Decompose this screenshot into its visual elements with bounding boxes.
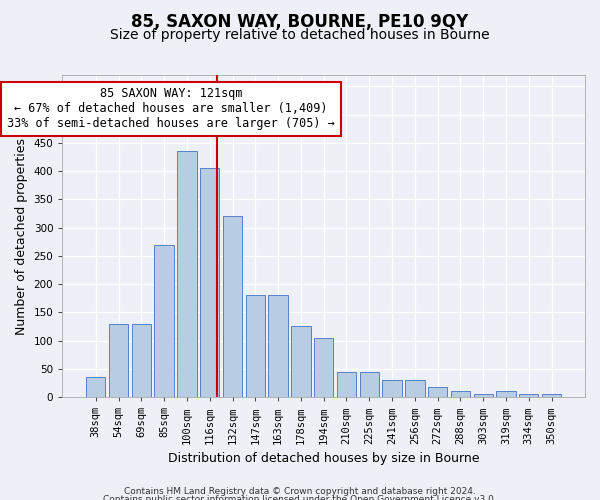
Bar [245,296,265,397]
Bar [86,378,106,397]
Bar [359,372,379,397]
Bar [109,324,128,397]
Bar [177,152,197,397]
Bar [291,326,311,397]
Bar [428,387,447,397]
Bar [131,324,151,397]
Bar [473,394,493,397]
Bar [268,296,288,397]
Bar [200,168,220,397]
Bar [337,372,356,397]
Text: Contains HM Land Registry data © Crown copyright and database right 2024.: Contains HM Land Registry data © Crown c… [124,488,476,496]
Text: 85 SAXON WAY: 121sqm
← 67% of detached houses are smaller (1,409)
33% of semi-de: 85 SAXON WAY: 121sqm ← 67% of detached h… [7,88,335,130]
Bar [154,244,174,397]
Bar [496,392,515,397]
Bar [519,394,538,397]
Text: 85, SAXON WAY, BOURNE, PE10 9QY: 85, SAXON WAY, BOURNE, PE10 9QY [131,12,469,30]
Text: Contains public sector information licensed under the Open Government Licence v3: Contains public sector information licen… [103,495,497,500]
X-axis label: Distribution of detached houses by size in Bourne: Distribution of detached houses by size … [168,452,479,465]
Bar [223,216,242,397]
Bar [542,394,561,397]
Bar [451,392,470,397]
Bar [382,380,402,397]
Y-axis label: Number of detached properties: Number of detached properties [15,138,28,334]
Text: Size of property relative to detached houses in Bourne: Size of property relative to detached ho… [110,28,490,42]
Bar [405,380,425,397]
Bar [314,338,334,397]
